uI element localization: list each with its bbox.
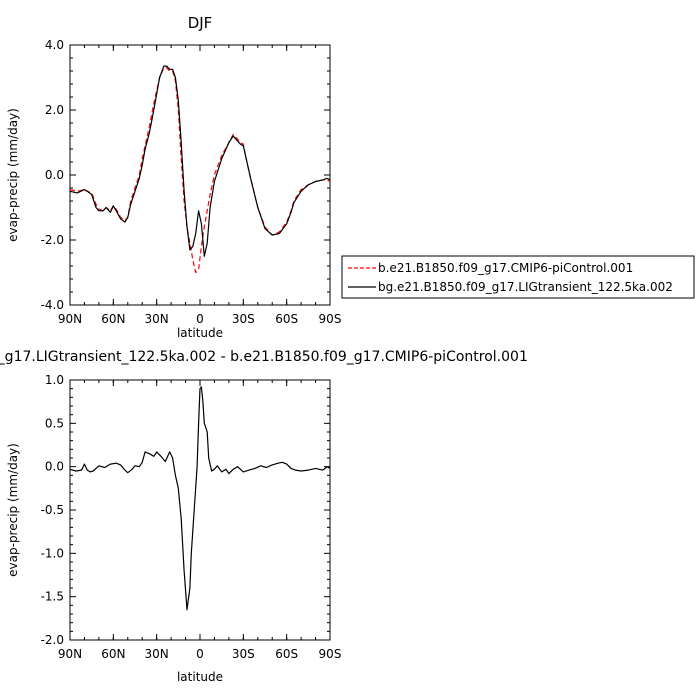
bottom-panel-ytick-label: -0.5 xyxy=(41,503,64,517)
top-panel-ytick-label: 2.0 xyxy=(45,103,64,117)
top-panel-ylabel: evap-precip (mm/day) xyxy=(6,108,20,242)
bottom-panel-xlabel: latitude xyxy=(177,670,223,684)
bottom-panel-ytick-label: 0.5 xyxy=(45,416,64,430)
bottom-panel-title: bg.e21.B1850.f09_g17.LIGtransient_122.5k… xyxy=(0,349,528,365)
top-panel-xtick-label: 60S xyxy=(275,312,298,326)
top-panel-xtick-label: 90N xyxy=(58,312,82,326)
bottom-panel-xtick-label: 0 xyxy=(196,647,204,661)
top-panel: DJF 90N 60N 30N 0 30S 60S 90S 4.0 2.0 0.0 -2.0 -4.0… xyxy=(6,14,341,340)
bottom-panel-xtick-label: 30N xyxy=(145,647,169,661)
bottom-panel-xtick-label: 90N xyxy=(58,647,82,661)
bottom-panel-frame xyxy=(69,379,331,641)
top-panel-series-line-1 xyxy=(69,67,331,274)
bottom-panel-ytick-label: 0.0 xyxy=(45,460,64,474)
top-panel-ytick-label: -4.0 xyxy=(41,298,64,312)
top-panel-ytick-label: 4.0 xyxy=(45,38,64,52)
top-panel-ytick-label: 0.0 xyxy=(45,168,64,182)
bottom-panel-ylabel: evap-precip (mm/day) xyxy=(6,443,20,577)
legend-label-series-2: bg.e21.B1850.f09_g17.LIGtransient_122.5k… xyxy=(378,280,673,294)
top-panel-plot-area: 90N 60N 30N 0 30S 60S 90S 4.0 2.0 0.0 -2.0 -4.0 xyxy=(41,38,342,326)
legend: b.e21.B1850.f09_g17.CMIP6-piControl.001 … xyxy=(341,255,695,299)
top-panel-series-line-2 xyxy=(69,65,331,257)
bottom-panel-xtick-label: 60S xyxy=(275,647,298,661)
top-panel-xlabel: latitude xyxy=(177,326,223,340)
top-panel-title: DJF xyxy=(188,14,213,32)
legend-box xyxy=(341,255,695,299)
top-panel-xtick-label: 30S xyxy=(232,312,255,326)
top-panel-xtick-label: 60N xyxy=(101,312,125,326)
top-panel-frame xyxy=(69,44,331,306)
bottom-panel-ytick-label: 1.0 xyxy=(45,373,64,387)
bottom-panel-ytick-label: -1.0 xyxy=(41,546,64,560)
bottom-panel-series-line-1 xyxy=(69,386,331,611)
bottom-panel-ytick-label: -1.5 xyxy=(41,590,64,604)
top-panel-xtick-label: 90S xyxy=(319,312,342,326)
bottom-panel-ytick-label: -2.0 xyxy=(41,633,64,647)
bottom-panel: bg.e21.B1850.f09_g17.LIGtransient_122.5k… xyxy=(0,349,528,684)
bottom-panel-plot-area: 90N 60N 30N 0 30S 60S 90S 1.0 0.5 0.0 -0.5 -1.0 -1.5… xyxy=(41,373,342,661)
top-panel-xtick-label: 0 xyxy=(196,312,204,326)
bottom-panel-xtick-label: 30S xyxy=(232,647,255,661)
top-panel-xtick-label: 30N xyxy=(145,312,169,326)
legend-label-series-1: b.e21.B1850.f09_g17.CMIP6-piControl.001 xyxy=(378,261,633,275)
bottom-panel-xtick-label: 90S xyxy=(319,647,342,661)
bottom-panel-xtick-label: 60N xyxy=(101,647,125,661)
top-panel-ytick-label: -2.0 xyxy=(41,233,64,247)
